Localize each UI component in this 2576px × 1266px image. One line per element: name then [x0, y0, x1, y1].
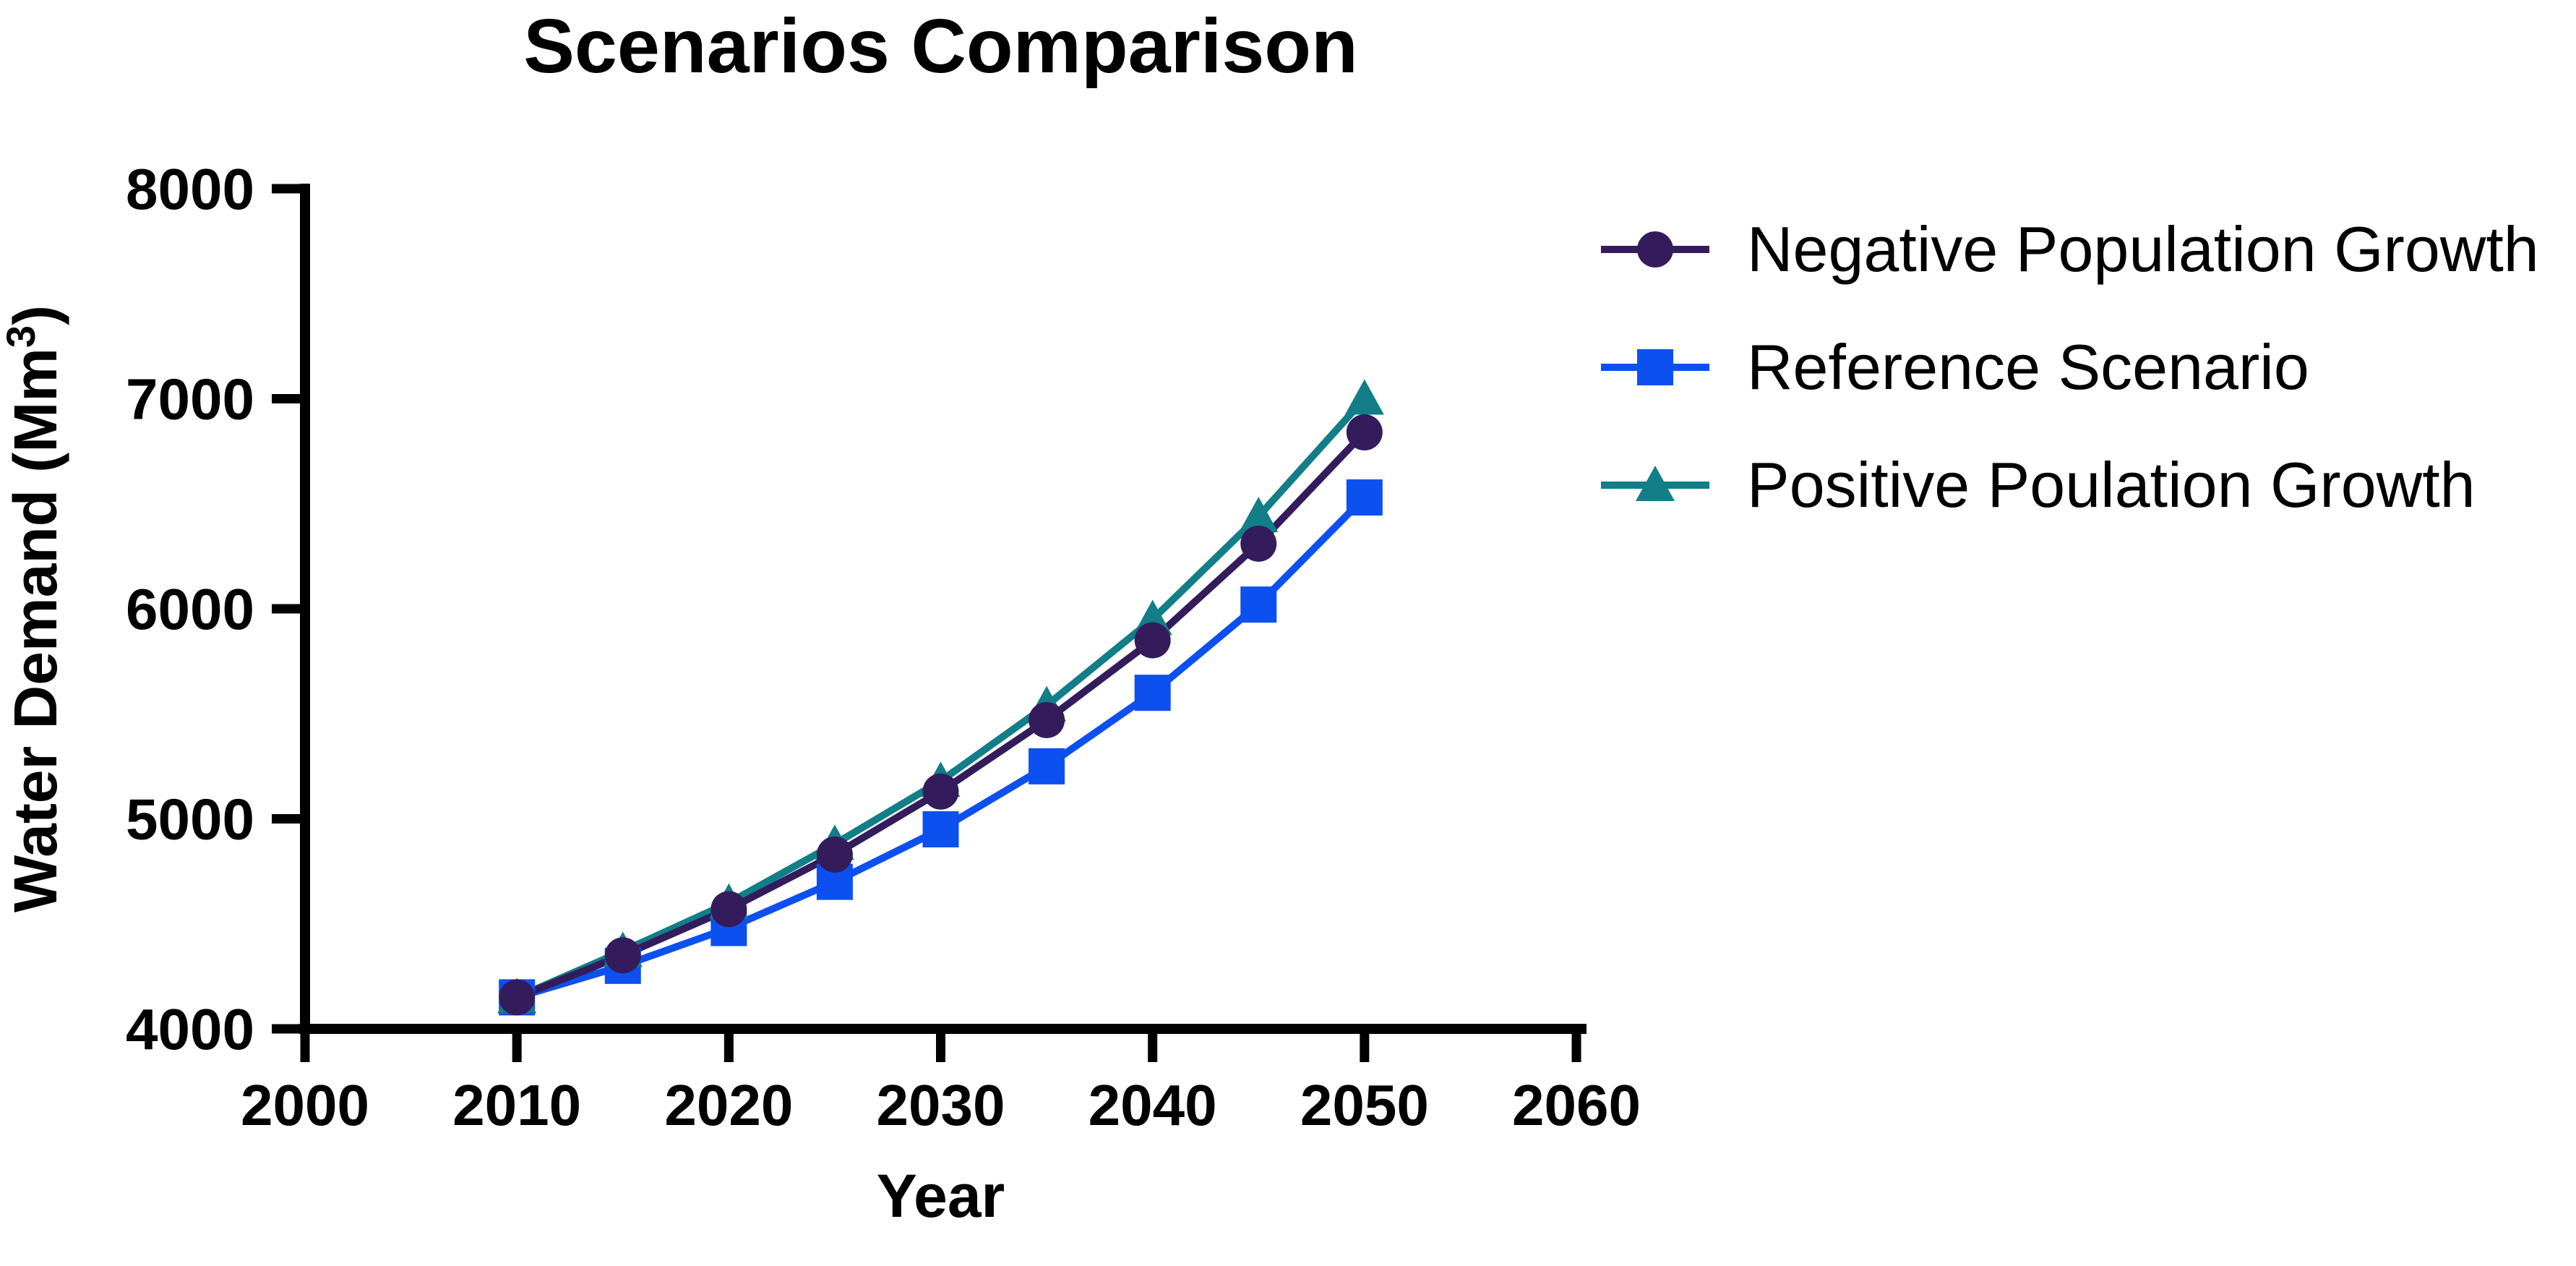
circle-icon [1601, 231, 1709, 268]
marker-circle-negative-population-growth [499, 979, 536, 1016]
marker-triangle-positive-poulation-growth [1239, 497, 1279, 533]
marker-square-reference-scenario [1346, 479, 1383, 516]
legend-label: Positive Poulation Growth [1747, 449, 2476, 521]
marker-circle-negative-population-growth [1346, 414, 1383, 450]
y-tick-label: 6000 [126, 577, 254, 641]
marker-square-reference-scenario [1029, 748, 1065, 784]
marker-circle-negative-population-growth [816, 836, 853, 873]
y-tick-label: 4000 [126, 997, 254, 1061]
legend-marker-square [1637, 349, 1673, 385]
y-tick-label: 5000 [126, 787, 254, 852]
triangle-icon [1601, 466, 1709, 501]
legend-item-reference-scenario: Reference Scenario [1601, 331, 2539, 403]
square-icon [1601, 349, 1709, 385]
x-axis-label: Year [876, 1162, 1005, 1230]
marker-circle-negative-population-growth [922, 773, 959, 810]
legend-item-positive-poulation-growth: Positive Poulation Growth [1601, 449, 2539, 521]
x-tick-label: 2010 [452, 1073, 581, 1137]
marker-square-reference-scenario [922, 811, 959, 848]
marker-circle-negative-population-growth [710, 891, 747, 928]
chart-title: Scenarios Comparison [523, 4, 1358, 89]
marker-square-reference-scenario [1134, 675, 1171, 711]
series-line-positive-poulation-growth [515, 396, 1368, 1001]
x-tick-label: 2040 [1089, 1073, 1217, 1137]
x-tick-label: 2060 [1512, 1073, 1641, 1137]
legend: Negative Population Growth Reference Scen… [1601, 213, 2539, 521]
marker-circle-negative-population-growth [1240, 525, 1277, 562]
y-tick-label: 7000 [126, 367, 254, 432]
x-tick-label: 2000 [241, 1073, 369, 1137]
marker-circle-negative-population-growth [1029, 701, 1065, 738]
x-tick-label: 2030 [877, 1073, 1005, 1137]
series-line-negative-population-growth [515, 429, 1368, 1001]
x-tick-label: 2050 [1300, 1073, 1429, 1137]
series-line-reference-scenario [515, 495, 1368, 1001]
legend-label: Negative Population Growth [1747, 213, 2539, 285]
marker-circle-negative-population-growth [1134, 622, 1171, 659]
marker-square-reference-scenario [1240, 586, 1277, 623]
legend-marker-circle [1637, 231, 1673, 268]
legend-marker-triangle [1636, 466, 1675, 501]
legend-item-negative-population-growth: Negative Population Growth [1601, 213, 2539, 285]
legend-label: Reference Scenario [1747, 331, 2309, 403]
x-tick-label: 2020 [664, 1073, 793, 1137]
marker-circle-negative-population-growth [604, 937, 641, 974]
y-tick-label: 8000 [126, 157, 254, 221]
y-axis-label: Water Demand (Mm3) [0, 305, 69, 912]
marker-triangle-positive-poulation-growth [1344, 379, 1384, 415]
